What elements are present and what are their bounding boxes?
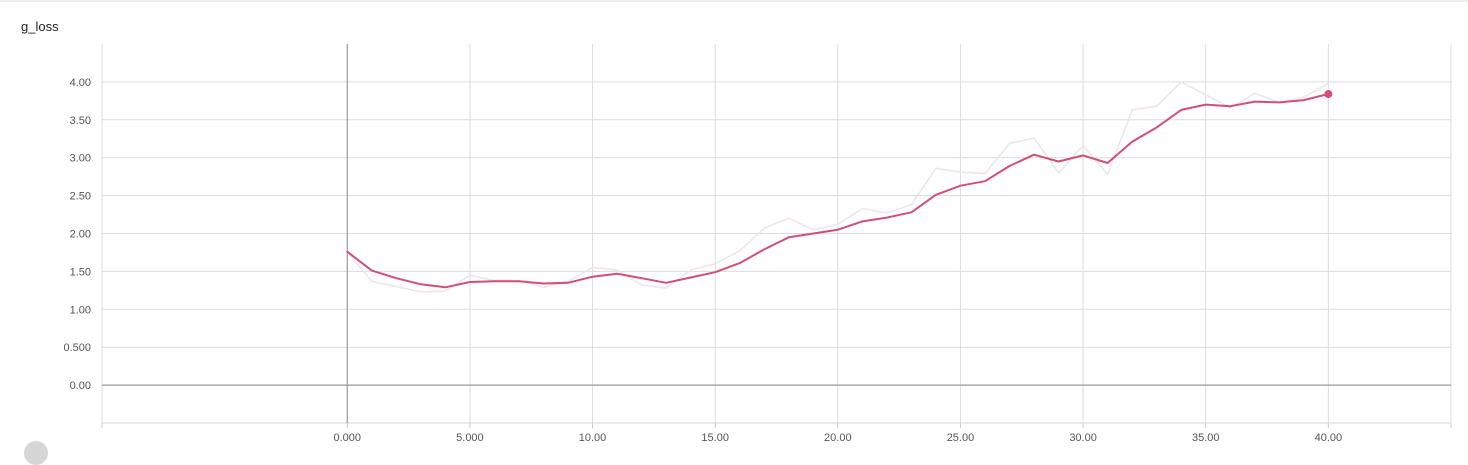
- chart-title: g_loss: [21, 19, 59, 34]
- last-point-marker: [1324, 90, 1333, 99]
- series: [346, 81, 1333, 293]
- x-tick-label: 35.00: [1192, 432, 1220, 444]
- x-tick-label: 5.000: [456, 432, 484, 444]
- top-divider: [0, 0, 1468, 2]
- x-tick-labels: 0.000 5.000 10.00 15.00 20.00 25.00 30.00 35.00…: [334, 432, 1343, 444]
- y-tick-labels: 0.00 0.500 1.00 1.50 2.00 2.50 3.00 3.50 4.00: [63, 77, 91, 392]
- x-tick-label: 20.00: [824, 432, 852, 444]
- y-tick-label: 0.00: [70, 380, 91, 392]
- y-tick-label: 4.00: [70, 77, 91, 89]
- x-tick-label: 30.00: [1069, 432, 1097, 444]
- x-tick-label: 0.000: [334, 432, 362, 444]
- y-tick-label: 1.50: [70, 266, 91, 278]
- y-tick-label: 3.00: [70, 153, 91, 165]
- x-tick-label: 25.00: [947, 432, 975, 444]
- axes: [101, 44, 1452, 428]
- y-tick-label: 2.00: [70, 229, 91, 241]
- x-tick-label: 15.00: [701, 432, 729, 444]
- y-tick-label: 3.50: [70, 115, 91, 127]
- y-tick-label: 0.500: [63, 342, 91, 354]
- x-gridlines: [346, 44, 1329, 428]
- y-gridlines: [102, 81, 1451, 348]
- smoothed-series-line: [346, 93, 1330, 289]
- x-tick-label: 10.00: [579, 432, 607, 444]
- avatar[interactable]: [24, 441, 48, 465]
- x-tick-label: 40.00: [1315, 432, 1343, 444]
- y-tick-label: 1.00: [70, 304, 91, 316]
- y-tick-label: 2.50: [70, 191, 91, 203]
- line-chart: 0.00 0.500 1.00 1.50 2.00 2.50 3.00 3.50 4.00 0.…: [63, 44, 1452, 444]
